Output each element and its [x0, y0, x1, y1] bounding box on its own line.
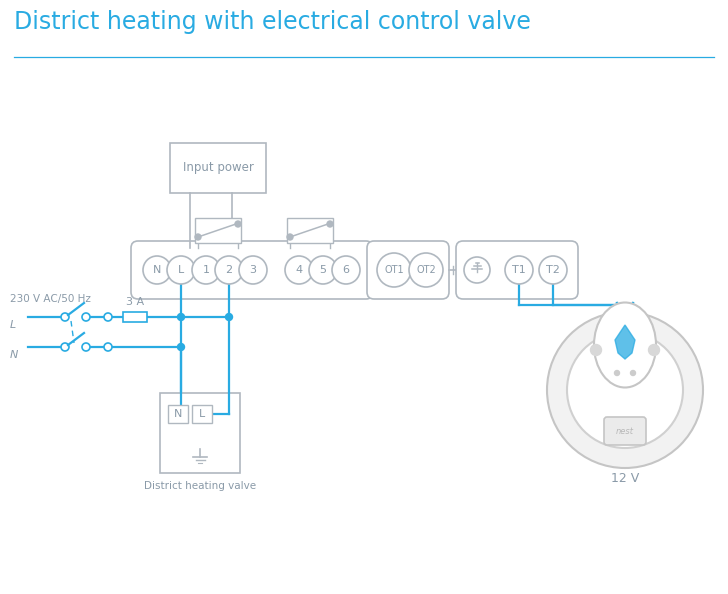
Circle shape: [567, 332, 683, 448]
Circle shape: [590, 345, 601, 355]
Circle shape: [464, 257, 490, 283]
Circle shape: [215, 256, 243, 284]
Text: 4: 4: [296, 265, 303, 275]
Bar: [160, 393, 240, 473]
Circle shape: [327, 221, 333, 227]
Text: nest: nest: [613, 355, 637, 365]
FancyBboxPatch shape: [131, 241, 373, 299]
Bar: [287, 218, 333, 243]
Circle shape: [226, 314, 232, 321]
Circle shape: [178, 314, 184, 321]
Circle shape: [309, 256, 337, 284]
Text: 2: 2: [226, 265, 232, 275]
Text: L: L: [199, 409, 205, 419]
Text: OT1: OT1: [384, 265, 404, 275]
Text: 3: 3: [250, 265, 256, 275]
Text: L: L: [10, 320, 16, 330]
Text: 5: 5: [320, 265, 326, 275]
Text: T2: T2: [546, 265, 560, 275]
Circle shape: [167, 256, 195, 284]
Circle shape: [192, 256, 220, 284]
Circle shape: [649, 345, 660, 355]
Circle shape: [104, 343, 112, 351]
Text: 3 A: 3 A: [126, 297, 144, 307]
Circle shape: [104, 313, 112, 321]
Bar: [123, 312, 147, 322]
Circle shape: [547, 312, 703, 468]
Text: N: N: [153, 265, 161, 275]
FancyBboxPatch shape: [604, 417, 646, 445]
Circle shape: [143, 256, 171, 284]
Circle shape: [195, 234, 201, 240]
FancyBboxPatch shape: [367, 241, 449, 299]
Circle shape: [630, 371, 636, 375]
Bar: [170, 143, 266, 193]
Text: N: N: [10, 350, 18, 360]
Circle shape: [82, 313, 90, 321]
FancyBboxPatch shape: [456, 241, 578, 299]
Circle shape: [239, 256, 267, 284]
Circle shape: [614, 371, 620, 375]
Circle shape: [505, 256, 533, 284]
Circle shape: [377, 253, 411, 287]
Circle shape: [235, 221, 241, 227]
Circle shape: [539, 256, 567, 284]
Text: nest: nest: [616, 428, 634, 437]
Polygon shape: [615, 325, 635, 359]
Circle shape: [332, 256, 360, 284]
Text: T1: T1: [512, 265, 526, 275]
Text: District heating with electrical control valve: District heating with electrical control…: [14, 10, 531, 34]
Circle shape: [178, 343, 184, 350]
Text: Input power: Input power: [183, 162, 253, 175]
Text: N: N: [174, 409, 182, 419]
Text: 6: 6: [342, 265, 349, 275]
Text: 1: 1: [202, 265, 210, 275]
Text: OT2: OT2: [416, 265, 436, 275]
Circle shape: [61, 343, 69, 351]
Text: District heating valve: District heating valve: [144, 481, 256, 491]
Circle shape: [82, 343, 90, 351]
Text: 12 V: 12 V: [611, 472, 639, 485]
Bar: [192, 405, 212, 423]
Circle shape: [287, 234, 293, 240]
Circle shape: [285, 256, 313, 284]
Ellipse shape: [594, 302, 656, 387]
Text: L: L: [178, 265, 184, 275]
Circle shape: [61, 313, 69, 321]
Circle shape: [409, 253, 443, 287]
Bar: [168, 405, 188, 423]
Text: 230 V AC/50 Hz: 230 V AC/50 Hz: [10, 294, 91, 304]
Bar: [195, 218, 241, 243]
